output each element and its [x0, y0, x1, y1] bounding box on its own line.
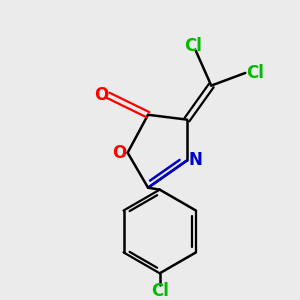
Text: N: N [188, 152, 202, 169]
Text: O: O [94, 86, 108, 104]
Text: Cl: Cl [184, 37, 202, 55]
Text: Cl: Cl [246, 64, 264, 82]
Text: O: O [112, 144, 126, 162]
Text: Cl: Cl [151, 282, 169, 300]
